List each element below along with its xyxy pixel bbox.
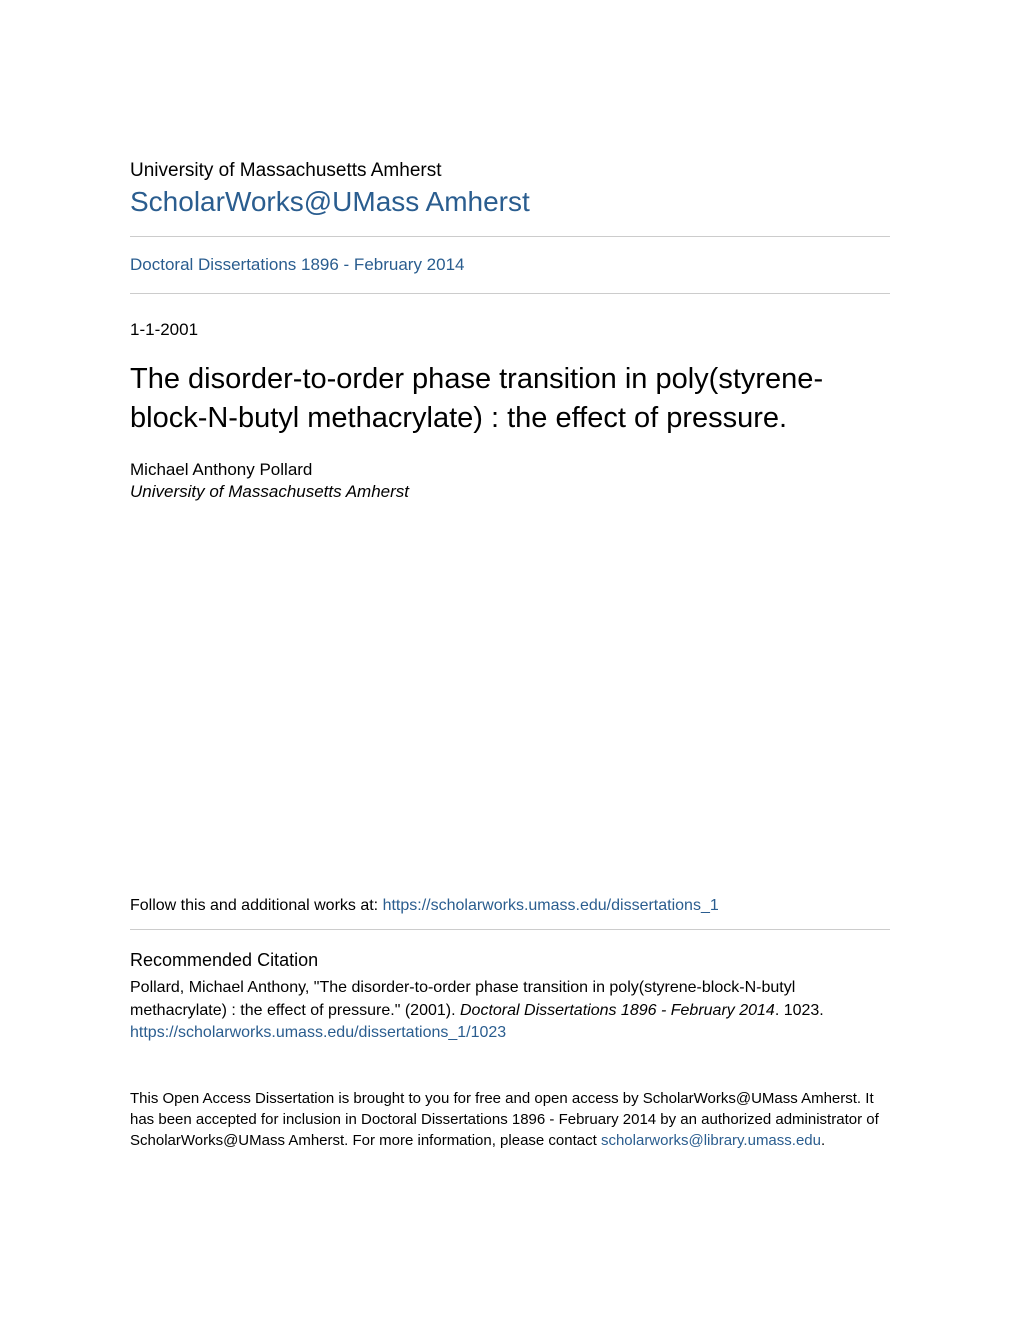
citation-url-link[interactable]: https://scholarworks.umass.edu/dissertat… (130, 1024, 890, 1042)
follow-link[interactable]: https://scholarworks.umass.edu/dissertat… (383, 897, 719, 914)
footer-text: This Open Access Dissertation is brought… (130, 1088, 890, 1151)
follow-prefix: Follow this and additional works at: (130, 897, 383, 914)
repository-link[interactable]: ScholarWorks@UMass Amherst (130, 186, 890, 218)
divider-bottom (130, 929, 890, 930)
citation-text: Pollard, Michael Anthony, "The disorder-… (130, 977, 890, 1022)
follow-section: Follow this and additional works at: htt… (130, 897, 890, 929)
publication-date: 1-1-2001 (130, 320, 890, 340)
document-title: The disorder-to-order phase transition i… (130, 360, 890, 438)
author-affiliation: University of Massachusetts Amherst (130, 482, 890, 502)
citation-heading: Recommended Citation (130, 950, 890, 971)
contact-email-link[interactable]: scholarworks@library.umass.edu (601, 1132, 821, 1149)
institution-name: University of Massachusetts Amherst (130, 160, 890, 182)
citation-series: Doctoral Dissertations 1896 - February 2… (460, 1002, 775, 1019)
divider-mid (130, 293, 890, 294)
footer-part2: . (821, 1132, 825, 1149)
author-name: Michael Anthony Pollard (130, 460, 890, 480)
citation-part2: . 1023. (775, 1002, 824, 1019)
collection-link[interactable]: Doctoral Dissertations 1896 - February 2… (130, 237, 890, 293)
